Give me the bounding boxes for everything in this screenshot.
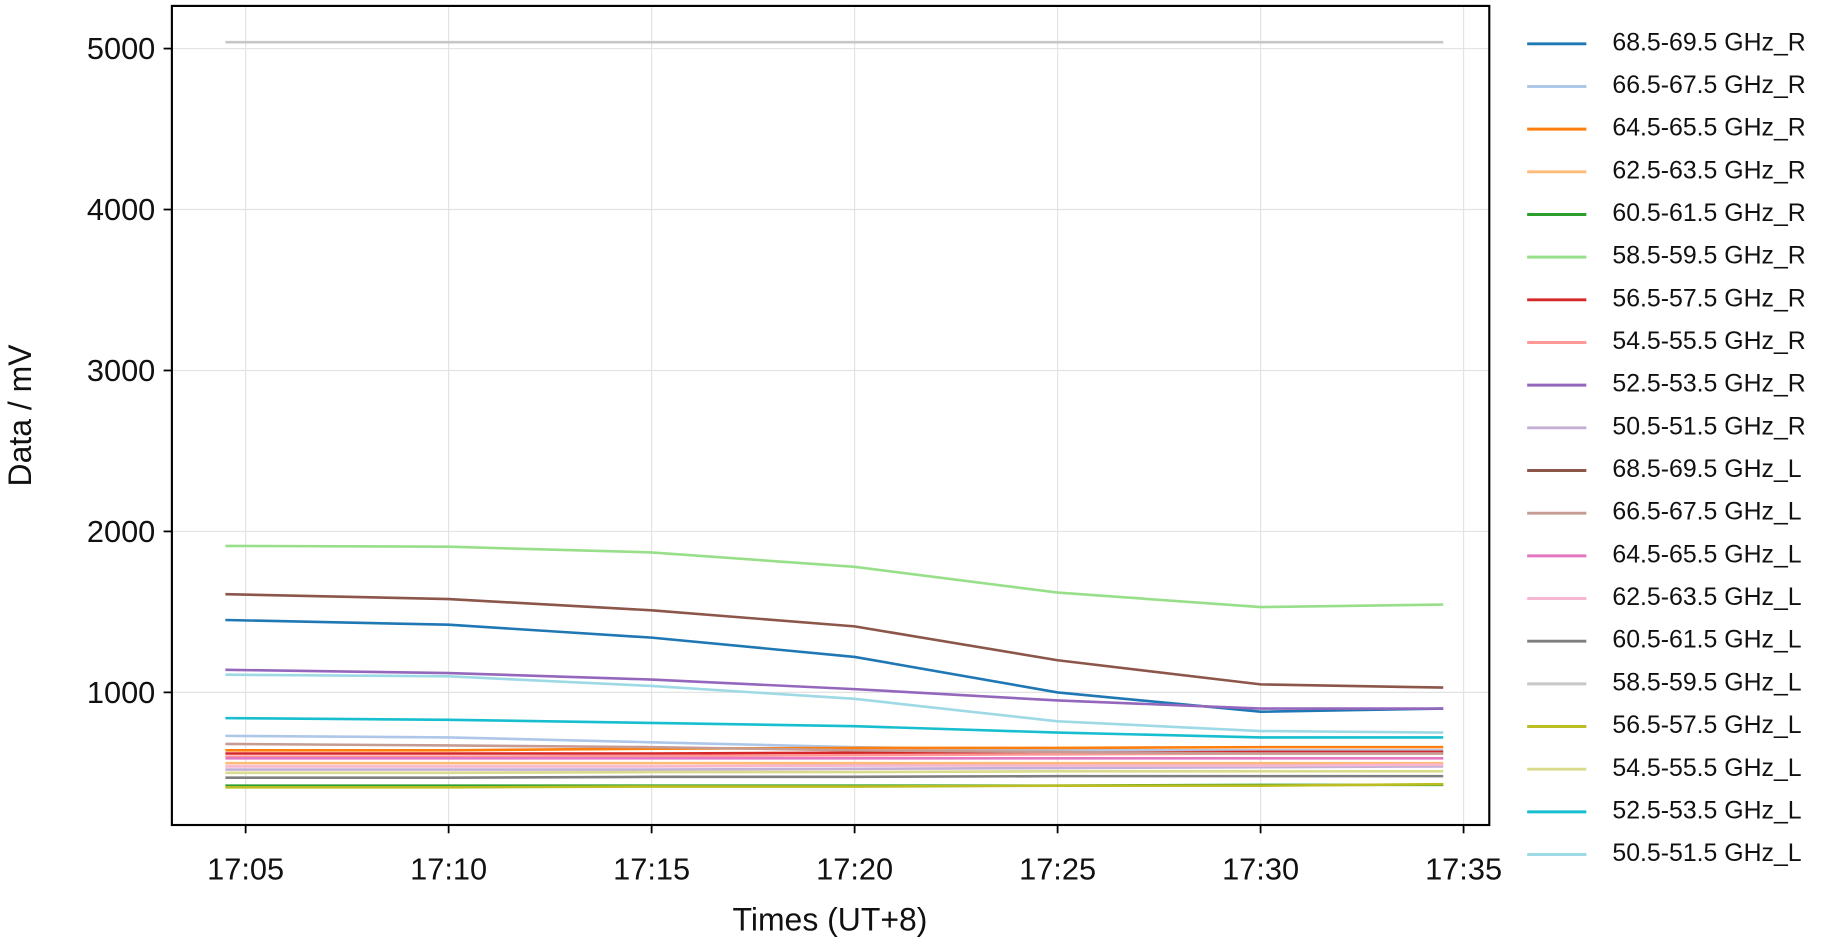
legend-label: 68.5-69.5 GHz_L: [1612, 456, 1801, 483]
legend-label: 50.5-51.5 GHz_L: [1612, 840, 1801, 867]
x-tick-label: 17:25: [1019, 851, 1096, 886]
legend-label: 64.5-65.5 GHz_L: [1612, 541, 1801, 568]
series-line: [225, 592, 1444, 689]
legend-label: 60.5-61.5 GHz_R: [1612, 200, 1805, 227]
series-line: [225, 668, 1444, 710]
legend-label: 66.5-67.5 GHz_R: [1612, 72, 1805, 99]
legend-label: 60.5-61.5 GHz_L: [1612, 627, 1801, 654]
series-line: [225, 763, 1444, 768]
y-tick-label: 5000: [87, 31, 155, 66]
x-tick-label: 17:35: [1425, 851, 1502, 886]
series-line: [225, 745, 1444, 752]
y-tick-label: 2000: [87, 514, 155, 549]
legend-label: 56.5-57.5 GHz_R: [1612, 285, 1805, 312]
series-line: [225, 765, 1444, 771]
y-tick-label: 3000: [87, 353, 155, 388]
legend-label: 50.5-51.5 GHz_R: [1612, 413, 1805, 440]
series-line: [225, 716, 1444, 739]
legend-label: 66.5-67.5 GHz_L: [1612, 499, 1801, 526]
x-tick-label: 17:30: [1222, 851, 1299, 886]
legend-label: 58.5-59.5 GHz_L: [1612, 669, 1801, 696]
series-line: [225, 750, 1444, 755]
x-tick-label: 17:10: [410, 851, 487, 886]
series-line: [225, 742, 1444, 755]
y-axis-label: Data / mV: [2, 344, 38, 487]
y-tick-label: 4000: [87, 192, 155, 227]
legend-label: 64.5-65.5 GHz_R: [1612, 115, 1805, 142]
legend: 68.5-69.5 GHz_R 66.5-67.5 GHz_R 64.5-65.5 …: [1527, 29, 1806, 867]
series-line: [225, 774, 1444, 779]
series-line: [225, 618, 1444, 714]
legend-label: 54.5-55.5 GHz_L: [1612, 755, 1801, 782]
legend-label: 68.5-69.5 GHz_R: [1612, 29, 1805, 56]
series-line: [225, 769, 1444, 775]
series-line: [225, 673, 1444, 734]
x-axis-label: Times (UT+8): [733, 901, 928, 937]
legend-label: 62.5-63.5 GHz_L: [1612, 584, 1801, 611]
x-tick-label: 17:05: [207, 851, 284, 886]
legend-label: 54.5-55.5 GHz_R: [1612, 328, 1805, 355]
legend-label: 52.5-53.5 GHz_R: [1612, 371, 1805, 398]
legend-label: 62.5-63.5 GHz_R: [1612, 157, 1805, 184]
series-line: [225, 782, 1444, 789]
legend-label: 56.5-57.5 GHz_L: [1612, 712, 1801, 739]
y-tick-label: 1000: [87, 675, 155, 710]
x-tick-label: 17:20: [816, 851, 893, 886]
legend-label: 52.5-53.5 GHz_L: [1612, 797, 1801, 824]
plot-frame: [170, 4, 1491, 827]
series-line: [225, 544, 1444, 609]
x-tick-label: 17:15: [613, 851, 690, 886]
legend-label: 58.5-59.5 GHz_R: [1612, 243, 1805, 270]
